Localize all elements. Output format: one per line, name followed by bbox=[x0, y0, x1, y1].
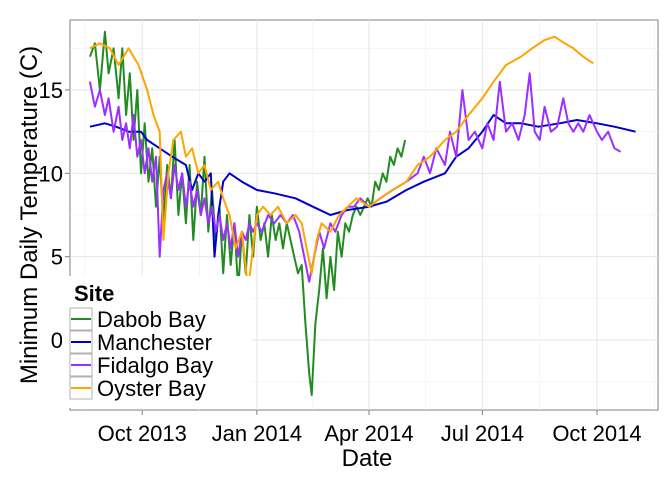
x-tick-label: Apr 2014 bbox=[324, 421, 413, 446]
legend-title: Site bbox=[74, 281, 114, 306]
y-tick-label: 5 bbox=[51, 245, 63, 270]
legend-label-oyster-bay: Oyster Bay bbox=[97, 376, 206, 401]
y-tick-label: 10 bbox=[39, 161, 63, 186]
x-tick-label: Jan 2014 bbox=[212, 421, 303, 446]
x-tick-label: Jul 2014 bbox=[441, 421, 524, 446]
y-tick-label: 15 bbox=[39, 78, 63, 103]
series-line-dabob-bay bbox=[88, 30, 407, 396]
x-axis-title: Date bbox=[342, 445, 393, 472]
x-tick-label: Oct 2014 bbox=[552, 421, 641, 446]
legend-label-manchester: Manchester bbox=[97, 330, 212, 355]
y-axis-title: Minimum Daily Temperature (C) bbox=[16, 46, 43, 384]
y-axis-ticks: 0 5 10 15 bbox=[39, 78, 70, 353]
legend-label-dabob-bay: Dabob Bay bbox=[97, 307, 206, 332]
series-line-fidalgo-bay bbox=[88, 72, 622, 283]
legend-box bbox=[62, 276, 252, 408]
y-tick-label: 0 bbox=[51, 328, 63, 353]
series-line-oyster-bay bbox=[89, 35, 594, 291]
legend-label-fidalgo-bay: Fidalgo Bay bbox=[97, 353, 213, 378]
x-axis-ticks: Oct 2013 Jan 2014 Apr 2014 Jul 2014 Oct 2014 bbox=[98, 410, 642, 446]
x-tick-label: Oct 2013 bbox=[98, 421, 187, 446]
series-lines bbox=[88, 30, 636, 396]
